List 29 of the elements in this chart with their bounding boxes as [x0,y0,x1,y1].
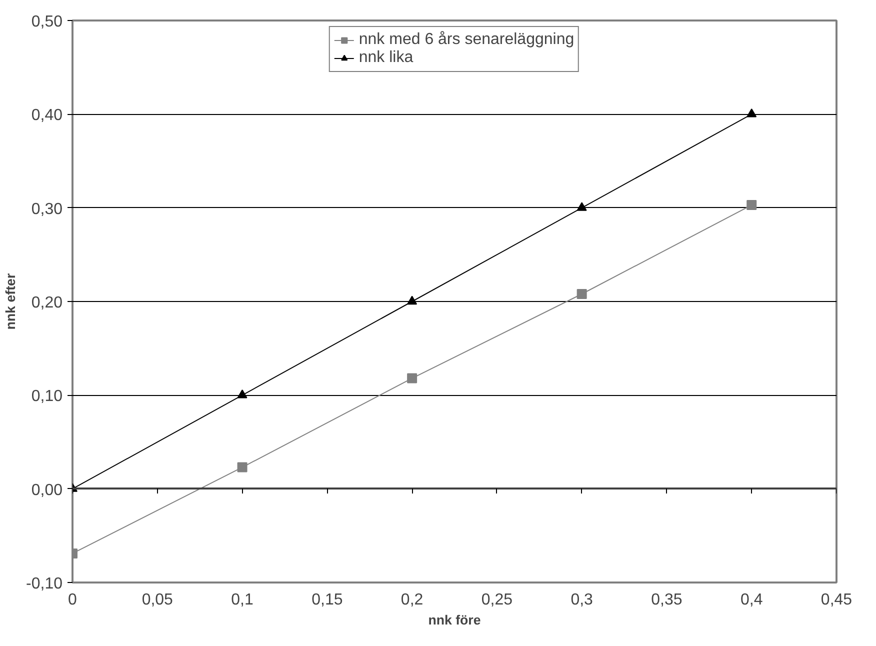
point [576,289,587,300]
point [407,296,418,305]
y-tick-label: 0,30 [31,200,63,218]
point [407,373,418,384]
point [237,462,248,472]
x-tick-label: 0,2 [400,592,424,608]
x-tick-label: 0,3 [570,592,594,608]
legend-label: nnk med 6 års senareläggning [358,31,574,49]
y-tick-label: 0,00 [31,482,63,499]
x-tick-label: 0,05 [142,592,174,608]
y-tick-label: 0,10 [31,388,63,406]
point [576,202,587,211]
point [746,200,757,210]
x-tick-label: 0,4 [740,592,763,608]
y-tick-label: 0,50 [31,14,63,30]
y-tick-label: 0,40 [31,107,63,124]
x-tick-label: 0 [68,592,78,608]
x-tick-label: 0,35 [651,592,682,608]
legend-label: nnk lika [358,49,414,67]
x-tick-label: 0,25 [481,592,513,608]
x-tick-label: 0,15 [312,592,343,608]
y-axis-title: nnk efter [3,273,18,330]
point [237,389,248,398]
point [746,108,757,118]
x-tick-label: 0,45 [820,592,852,608]
y-tick-label: -0,10 [26,576,63,592]
x-tick-label: 0,1 [231,592,254,608]
x-axis-title: nnk före [428,612,481,628]
y-tick-label: 0,20 [31,294,63,312]
